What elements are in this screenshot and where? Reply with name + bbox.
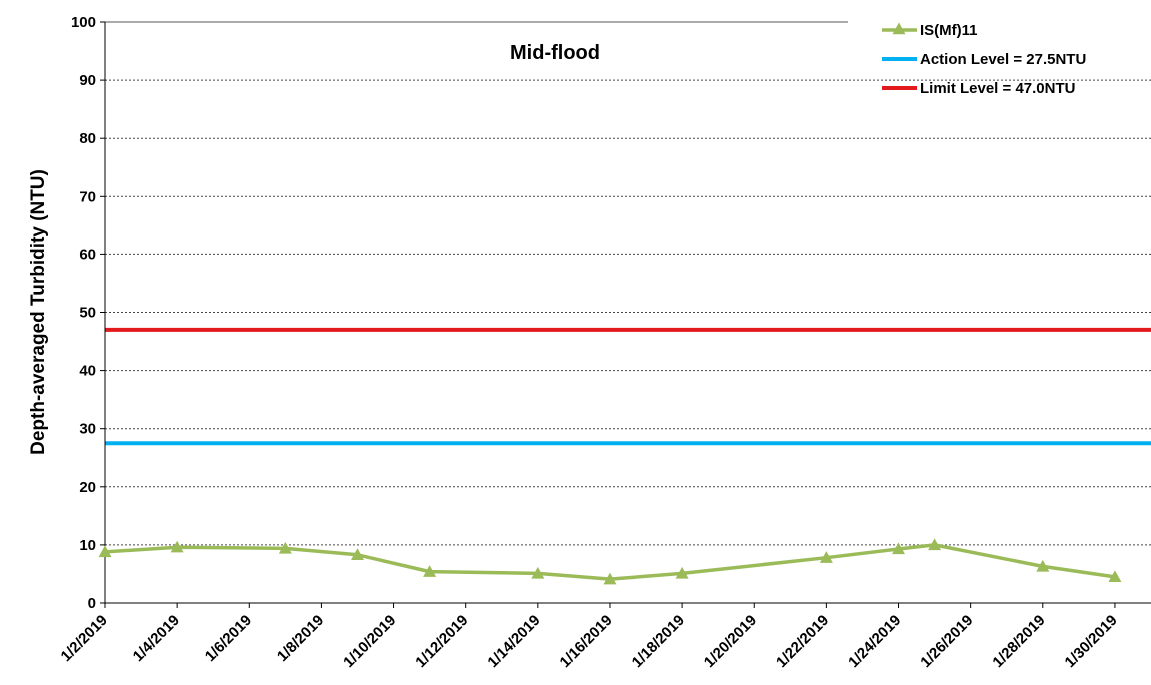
gridlines [105, 21, 1151, 546]
x-tick-label: 1/4/2019 [130, 612, 183, 665]
x-tick-label: 1/18/2019 [629, 612, 688, 671]
y-tick-labels: 0 10 20 30 40 50 60 70 80 90 100 [71, 14, 105, 612]
x-tick-label: 1/24/2019 [845, 612, 904, 671]
y-tick-label: 50 [79, 305, 96, 322]
data-point [1036, 559, 1050, 572]
data-point [819, 551, 833, 563]
y-tick-label: 10 [79, 537, 96, 554]
data-series [98, 538, 1122, 585]
x-tick-label: 1/10/2019 [340, 612, 399, 671]
y-tick-label: 90 [79, 72, 96, 89]
data-point [892, 542, 906, 555]
reference-lines [105, 327, 1151, 446]
data-point [675, 566, 689, 579]
data-point [170, 540, 184, 553]
x-tick-label: 1/20/2019 [701, 612, 760, 671]
data-point [98, 545, 112, 558]
legend-entry: Limit Level = 47.0NTU [920, 80, 1075, 97]
x-tick-label: 1/16/2019 [557, 612, 616, 671]
data-point [278, 541, 292, 554]
y-tick-label: 20 [79, 479, 96, 496]
y-tick-label: 80 [79, 130, 96, 147]
x-tick-labels: 1/2/2019 1/4/2019 1/6/2019 1/8/2019 1/10/201… [58, 603, 1121, 671]
y-tick-label: 30 [79, 421, 96, 438]
data-point [1108, 570, 1122, 583]
data-point [928, 538, 942, 551]
legend-marker [892, 22, 906, 35]
data-point [531, 566, 545, 579]
data-point [423, 565, 437, 577]
legend: IS(Mf)11 Action Level = 27.5NTU Limit Leve… [882, 22, 1086, 97]
x-tick-label: 1/8/2019 [274, 612, 327, 665]
x-tick-label: 1/14/2019 [484, 612, 543, 671]
y-tick-label: 40 [79, 363, 96, 380]
chart-title: Mid-flood [510, 42, 600, 64]
x-tick-label: 1/2/2019 [58, 612, 111, 665]
x-tick-label: 1/22/2019 [773, 612, 832, 671]
x-tick-label: 1/12/2019 [412, 612, 471, 671]
y-tick-label: 60 [79, 246, 96, 263]
y-tick-label: 70 [79, 188, 96, 205]
legend-entry: IS(Mf)11 [920, 22, 978, 39]
x-tick-label: 1/6/2019 [202, 612, 255, 665]
x-tick-label: 1/28/2019 [989, 612, 1048, 671]
legend-entry: Action Level = 27.5NTU [920, 51, 1086, 68]
x-tick-label: 1/26/2019 [917, 612, 976, 671]
y-axis-label: Depth-averaged Turbidity (NTU) [28, 169, 49, 455]
data-point [603, 572, 617, 585]
x-tick-label: 1/30/2019 [1062, 612, 1121, 671]
y-tick-label: 100 [71, 14, 96, 31]
y-tick-label: 0 [88, 595, 96, 612]
data-point [350, 548, 364, 560]
